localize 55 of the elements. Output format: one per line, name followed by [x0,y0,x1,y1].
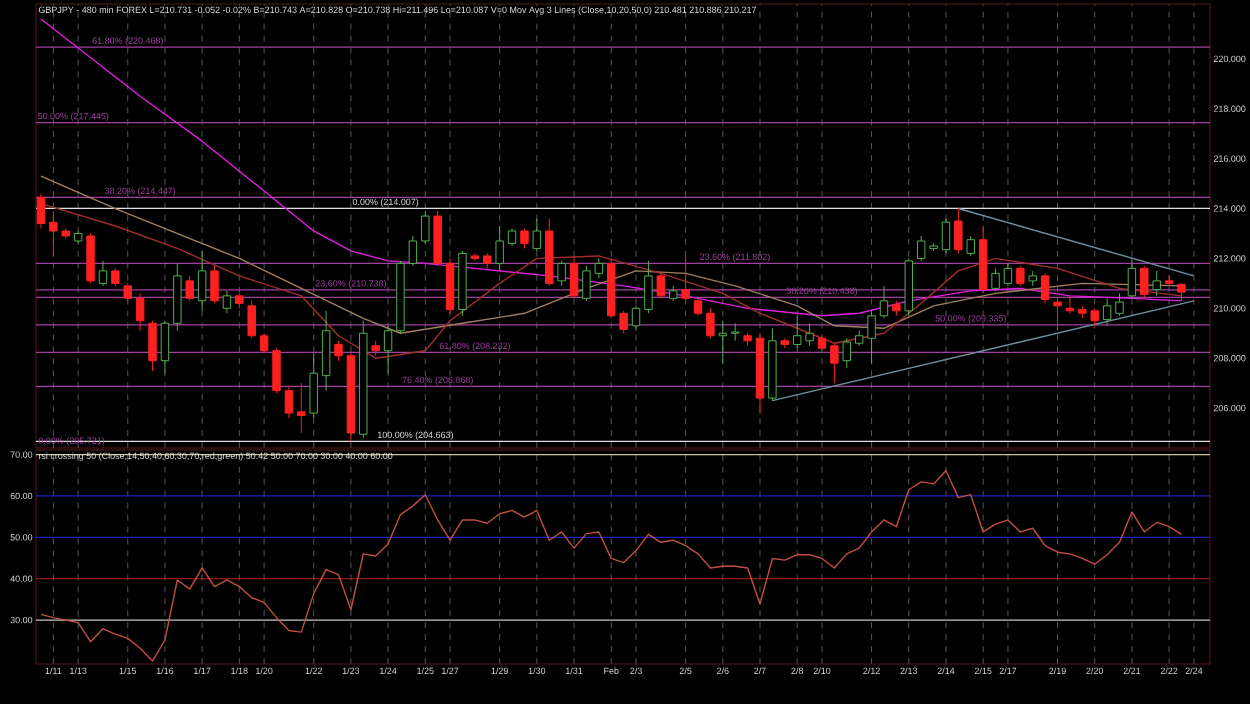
candlestick [98,260,108,287]
candlestick [247,300,256,339]
candlestick [470,252,480,262]
line-series [40,18,1183,317]
candlestick [718,320,728,364]
candlestick [644,260,653,314]
candlestick [991,267,1000,292]
candlestick [421,210,430,244]
candlestick [173,262,182,332]
candlestick [1003,262,1013,287]
candlestick [197,250,207,312]
candlestick [86,232,95,284]
candlestick [842,337,851,369]
candlestick [284,385,294,419]
candlestick [879,285,889,319]
candlestick [148,320,157,372]
line-series [40,469,1183,662]
candlestick [1053,297,1062,332]
candlestick [1102,297,1112,327]
candlestick [272,347,281,394]
candlestick [954,207,963,254]
candlestick [445,257,455,314]
candlestick [135,292,145,332]
candlestick [1164,275,1174,287]
candlestick [1115,292,1124,317]
candlestick [830,342,839,384]
candlestick [259,332,269,354]
candlestick [631,305,641,332]
candlestick [1127,257,1137,299]
candlestick [966,235,975,257]
candlestick [557,260,566,287]
candlestick [185,275,194,302]
candlestick [383,325,393,374]
candlestick [222,290,232,314]
candlestick [532,218,542,252]
candlestick [309,352,318,419]
candlestick [334,340,343,362]
candlestick [1040,272,1050,304]
candlestick [1016,265,1025,287]
candlestick [210,265,219,304]
candlestick [681,255,690,302]
candlestick [1140,265,1149,299]
candlestick [433,210,442,267]
candlestick [656,272,666,299]
candlestick [160,320,170,374]
candlestick [297,382,306,434]
candlestick [569,255,579,299]
candlestick [495,225,504,272]
candlestick [706,307,715,339]
candlestick [941,218,951,254]
candlestick [36,193,46,229]
candlestick [1152,270,1161,297]
candlestick [520,227,529,249]
candlestick [321,310,331,392]
candlestick [408,235,418,267]
